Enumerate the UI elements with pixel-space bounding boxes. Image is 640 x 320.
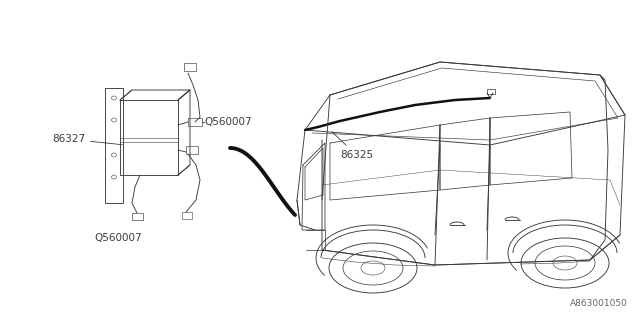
Text: A863001050: A863001050 <box>570 299 628 308</box>
Bar <box>186 146 198 154</box>
Bar <box>184 63 196 71</box>
Bar <box>105 88 123 203</box>
Text: Q560007: Q560007 <box>94 233 142 243</box>
Bar <box>188 118 202 126</box>
Bar <box>132 213 143 220</box>
Text: Q560007: Q560007 <box>204 117 252 127</box>
Bar <box>182 212 192 219</box>
Bar <box>487 89 495 94</box>
Text: 86327: 86327 <box>52 134 122 145</box>
Text: 86325: 86325 <box>332 132 373 160</box>
